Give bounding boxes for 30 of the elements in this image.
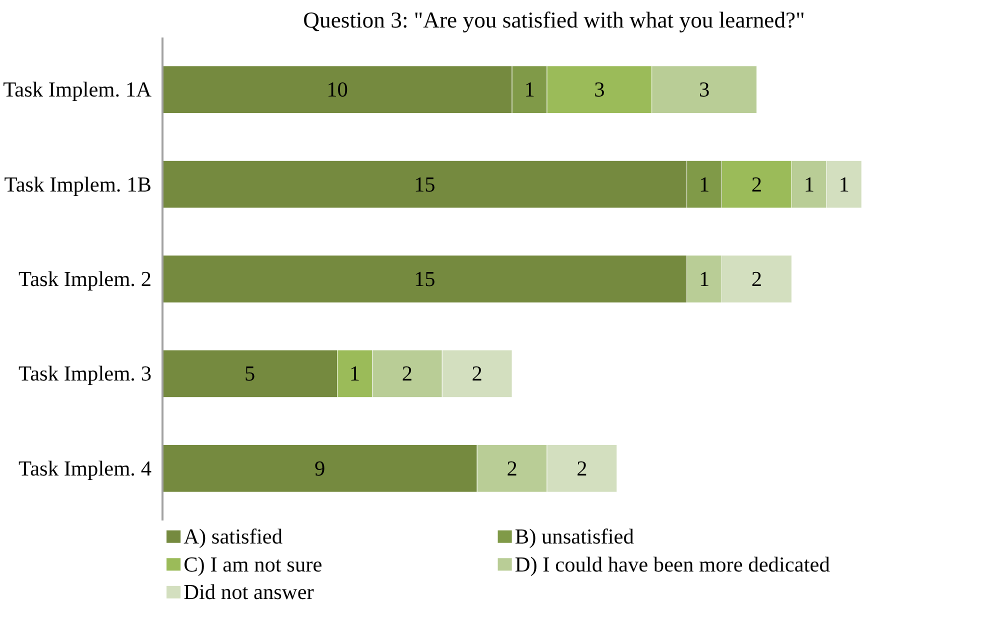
data-label: 1 bbox=[698, 172, 710, 196]
legend-label: Did not answer bbox=[184, 580, 314, 604]
legend-label: A) satisfied bbox=[184, 524, 283, 549]
data-label: 2 bbox=[402, 362, 413, 386]
data-label: 15 bbox=[414, 267, 436, 291]
data-label: 5 bbox=[244, 362, 256, 386]
legend-label: D) I could have been more dedicated bbox=[514, 552, 830, 576]
data-label: 1 bbox=[804, 172, 815, 196]
y-tick-label: Task Implem. 4 bbox=[18, 456, 152, 480]
legend-label: C) I am not sure bbox=[184, 552, 322, 576]
data-label: 2 bbox=[751, 267, 762, 291]
y-tick-label: Task Implem. 1B bbox=[4, 172, 152, 196]
data-label: 3 bbox=[698, 78, 710, 102]
legend-label: B) unsatisfied bbox=[514, 524, 634, 549]
y-tick-label: Task Implem. 3 bbox=[18, 362, 152, 386]
y-tick-label: Task Implem. 2 bbox=[18, 267, 152, 291]
y-tick-label: Task Implem. 1A bbox=[3, 78, 152, 102]
data-label: 9 bbox=[314, 456, 326, 480]
chart-title: Question 3: "Are you satisfied with what you learned?" bbox=[303, 8, 805, 32]
data-label: 15 bbox=[414, 172, 436, 196]
data-label: 1 bbox=[349, 362, 360, 386]
data-label: 3 bbox=[594, 78, 605, 102]
data-label: 2 bbox=[576, 456, 588, 480]
data-label: 1 bbox=[698, 267, 710, 291]
data-label: 2 bbox=[751, 172, 762, 196]
data-label: 2 bbox=[506, 456, 518, 480]
data-label: 1 bbox=[838, 172, 850, 196]
data-label: 2 bbox=[472, 362, 482, 386]
data-label: 10 bbox=[326, 78, 348, 102]
data-label: 1 bbox=[524, 78, 535, 102]
